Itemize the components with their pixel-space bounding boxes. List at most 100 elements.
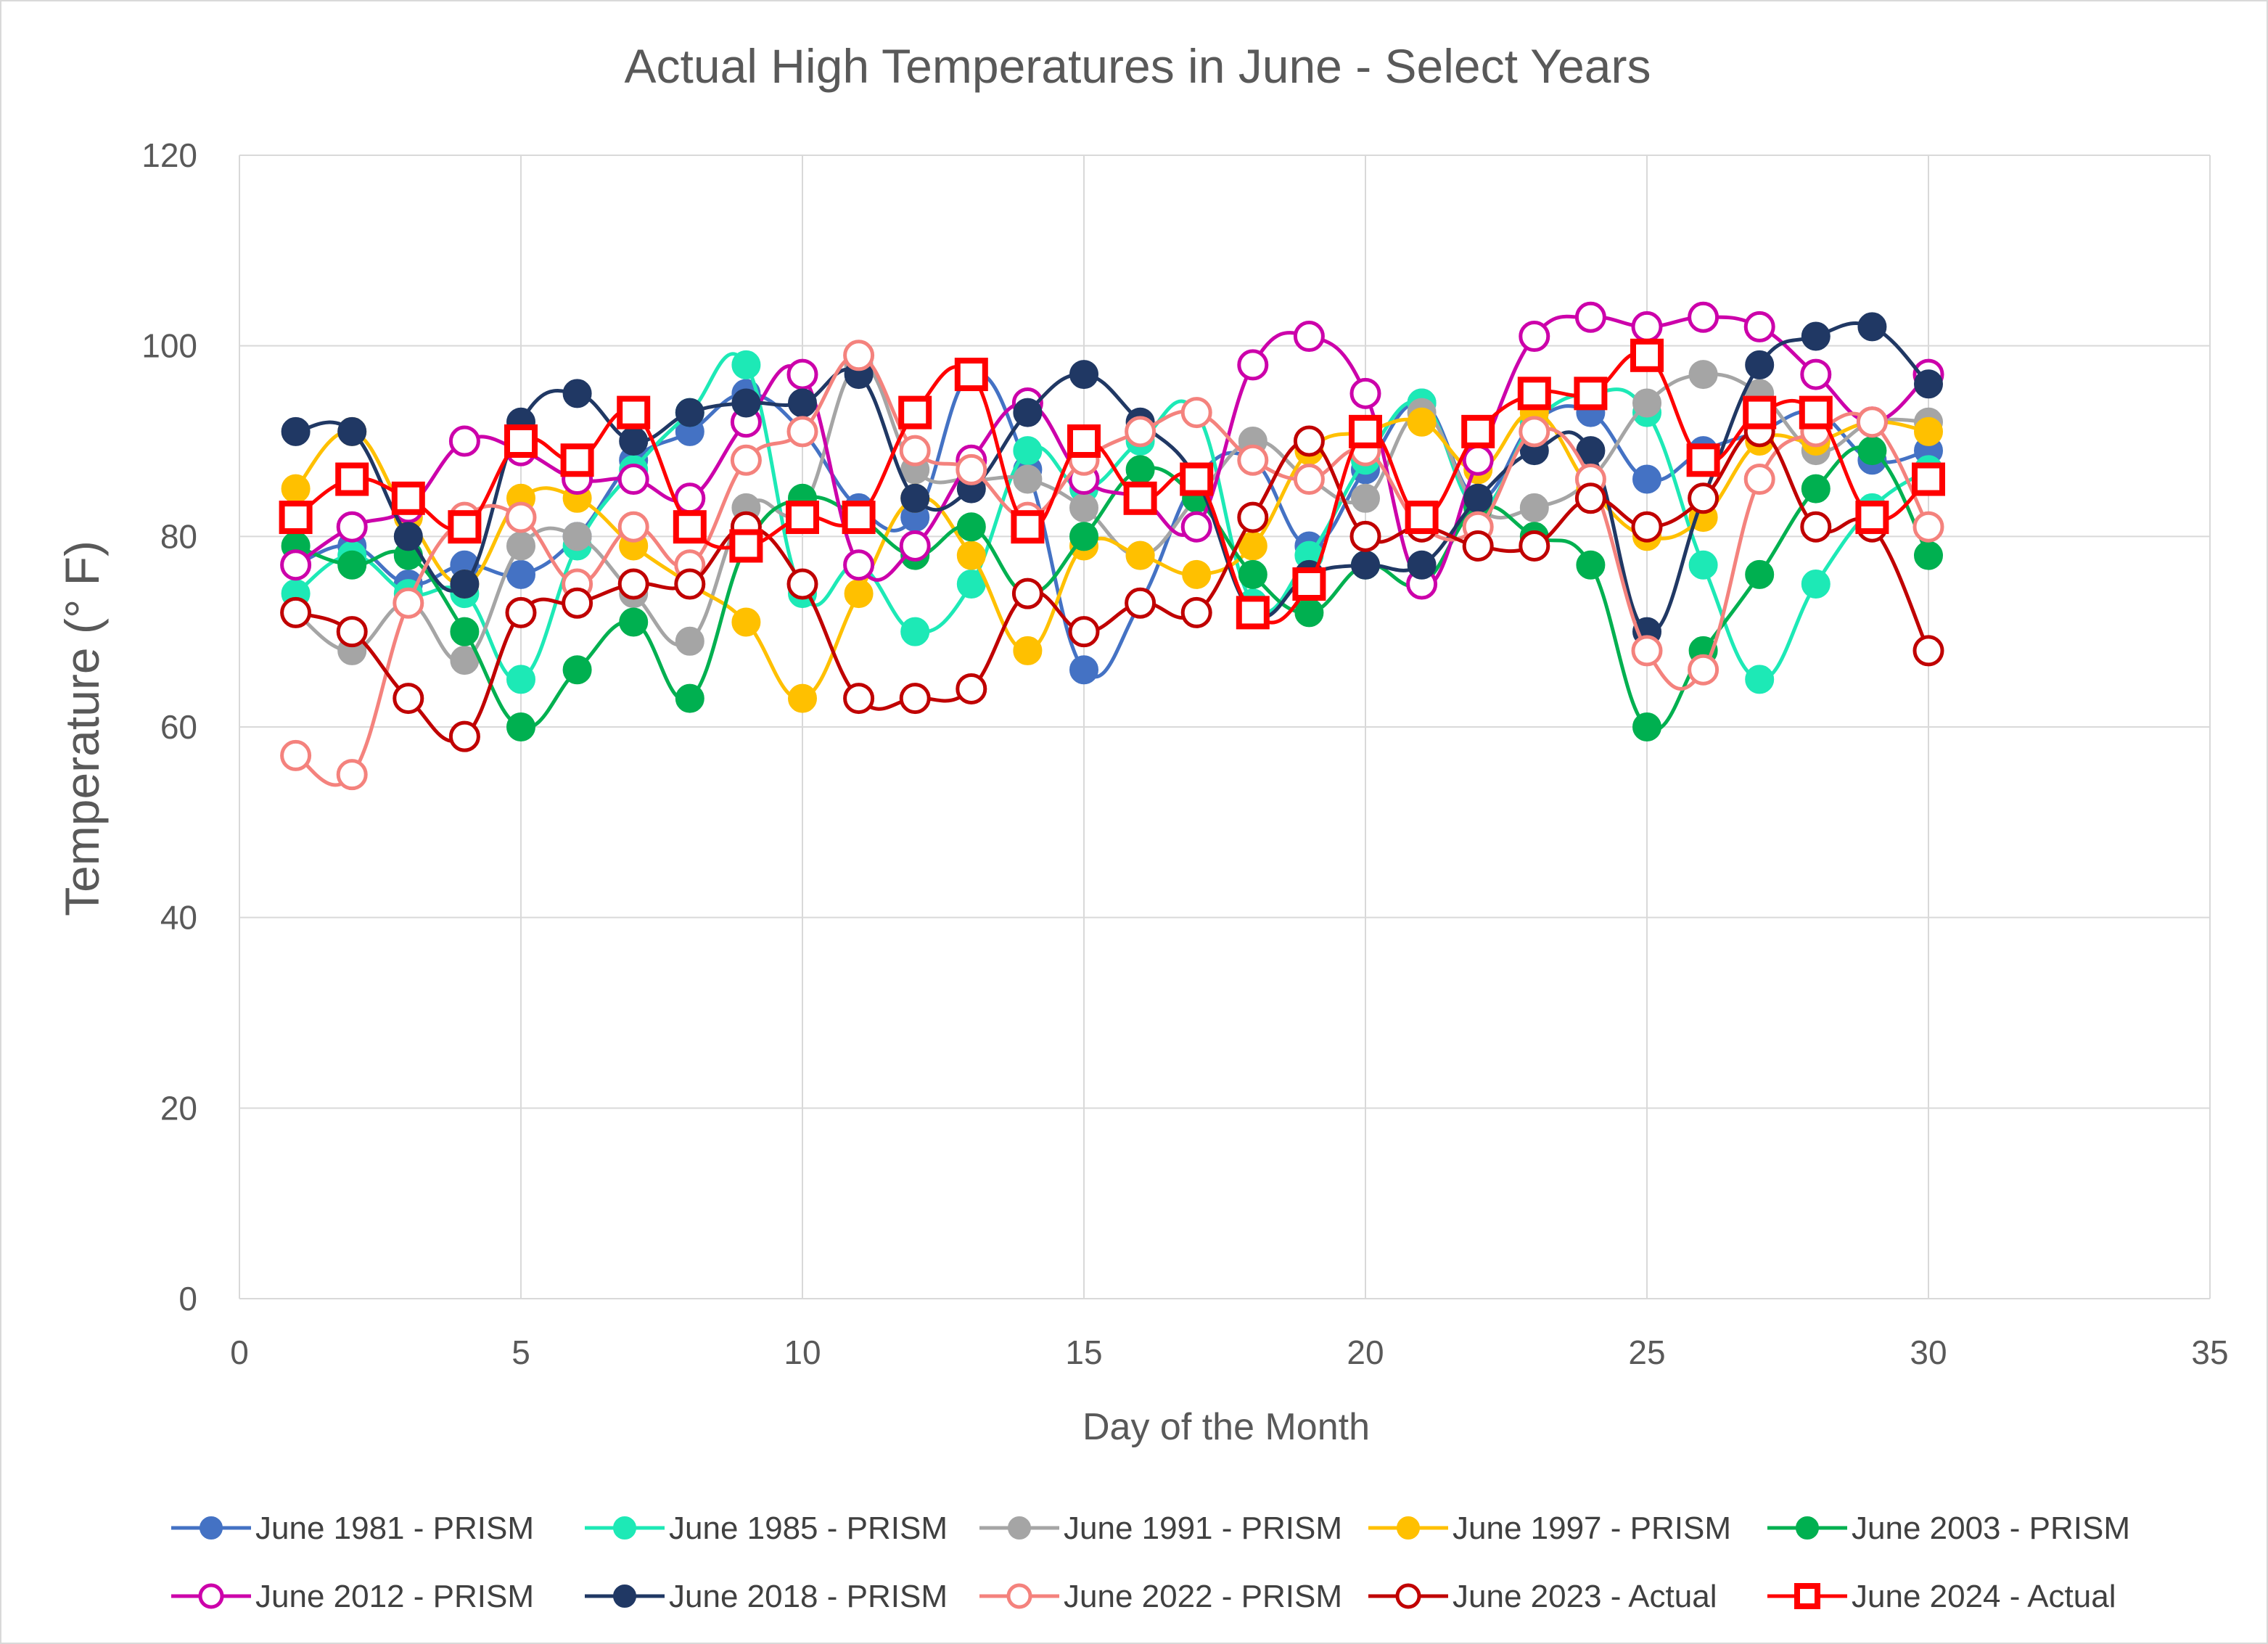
data-point	[279, 501, 313, 535]
chart-title: Actual High Temperatures in June - Selec…	[625, 39, 1651, 93]
data-point	[1517, 377, 1551, 411]
data-point	[1292, 567, 1326, 601]
data-point	[1180, 462, 1214, 496]
data-point	[1912, 462, 1945, 496]
series-5	[281, 436, 1943, 741]
data-point	[1631, 635, 1663, 667]
data-point	[1407, 407, 1437, 437]
data-point	[786, 568, 818, 600]
data-point	[450, 617, 480, 646]
data-point	[731, 607, 761, 637]
data-point	[1293, 425, 1325, 457]
series-7	[281, 312, 1943, 646]
data-point	[336, 511, 368, 543]
data-point	[956, 541, 986, 570]
data-point	[1013, 398, 1043, 427]
series-line	[295, 352, 1930, 682]
y-tick-label: 40	[160, 899, 197, 937]
legend-marker	[1796, 1516, 1819, 1540]
data-point	[786, 416, 818, 448]
data-point	[1069, 655, 1098, 685]
data-point	[730, 444, 762, 476]
data-point	[1688, 301, 1720, 333]
legend-item: June 1981 - PRISM	[171, 1511, 534, 1546]
series-line	[295, 314, 1930, 588]
legend-label: June 2012 - PRISM	[255, 1579, 534, 1614]
data-point	[337, 550, 367, 580]
data-point	[1123, 481, 1157, 515]
legend: June 1981 - PRISM June 1985 - PRISM June 1…	[171, 1511, 2130, 1614]
data-point	[505, 501, 537, 533]
data-point	[1574, 377, 1608, 411]
data-point	[675, 626, 704, 656]
data-point	[1349, 377, 1381, 409]
data-point	[1574, 301, 1606, 333]
data-point	[448, 425, 480, 457]
data-point	[1067, 424, 1101, 458]
data-point	[675, 398, 704, 427]
legend-label: June 2003 - PRISM	[1852, 1511, 2130, 1546]
data-point	[675, 683, 704, 713]
data-point	[1688, 360, 1718, 390]
data-point	[1125, 455, 1155, 485]
data-point	[506, 559, 535, 589]
data-point	[954, 358, 988, 392]
data-point	[899, 530, 931, 562]
data-point	[450, 570, 480, 599]
data-point	[1182, 559, 1212, 589]
data-point	[1125, 587, 1156, 619]
data-point	[1800, 358, 1832, 390]
data-point	[1351, 550, 1380, 580]
data-point	[900, 617, 930, 646]
y-tick-label: 20	[160, 1089, 197, 1127]
data-point	[731, 388, 761, 418]
x-tick-label: 25	[1628, 1333, 1665, 1371]
data-point	[1632, 388, 1661, 418]
data-point	[1631, 511, 1663, 543]
series-line	[295, 371, 1929, 679]
data-point	[281, 416, 311, 446]
data-point	[1857, 436, 1887, 466]
legend-item: June 2012 - PRISM	[171, 1579, 534, 1614]
data-point	[562, 379, 592, 408]
legend-label: June 2022 - PRISM	[1064, 1579, 1342, 1614]
data-point	[335, 462, 369, 496]
data-point	[448, 720, 480, 752]
data-point	[562, 655, 592, 685]
data-point	[506, 712, 535, 741]
data-point	[1237, 444, 1269, 476]
legend-marker	[613, 1516, 636, 1540]
data-point	[1632, 464, 1661, 494]
y-tick-label: 80	[160, 517, 197, 555]
data-point	[1180, 397, 1212, 429]
legend-marker	[1794, 1583, 1820, 1609]
x-tick-label: 20	[1347, 1333, 1384, 1371]
x-tick-label: 5	[511, 1333, 530, 1371]
data-point	[900, 483, 930, 513]
y-tick-label: 120	[141, 136, 197, 174]
data-point	[617, 395, 651, 430]
data-point	[1688, 550, 1718, 580]
legend-marker	[198, 1583, 224, 1609]
data-point	[1743, 311, 1775, 342]
data-point	[1236, 596, 1270, 630]
data-point	[1069, 522, 1098, 551]
data-point	[788, 388, 817, 418]
data-point	[899, 683, 931, 715]
data-point	[448, 510, 482, 544]
legend-label: June 1985 - PRISM	[669, 1511, 948, 1546]
legend-marker	[1395, 1583, 1421, 1609]
data-point	[1914, 416, 1943, 446]
legend-item: June 1985 - PRISM	[585, 1511, 948, 1546]
data-point	[1912, 511, 1944, 543]
data-point	[898, 395, 932, 430]
data-point	[786, 501, 819, 535]
legend-item: June 2022 - PRISM	[979, 1579, 1342, 1614]
data-point	[1745, 559, 1775, 589]
legend-label: June 1981 - PRISM	[255, 1511, 534, 1546]
data-point	[1405, 501, 1439, 535]
data-point	[505, 596, 537, 628]
data-point	[393, 587, 424, 619]
legend-item: June 2023 - Actual	[1368, 1579, 1717, 1614]
